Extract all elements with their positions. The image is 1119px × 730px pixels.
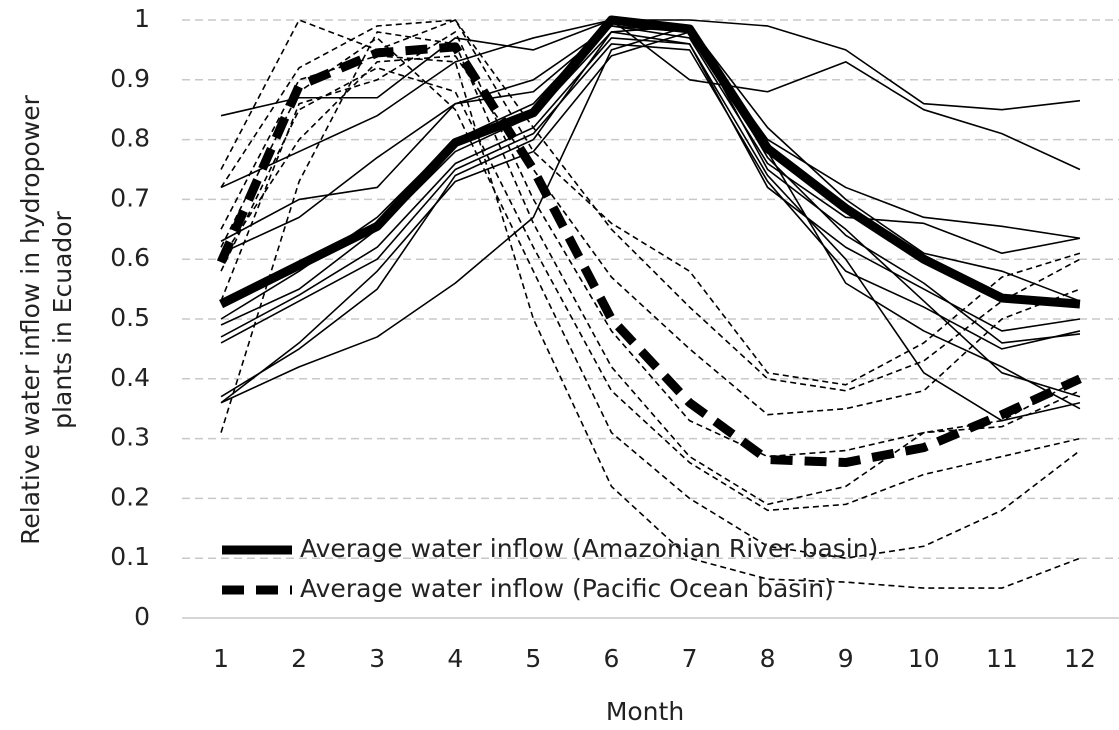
x-tick-label: 6 [604,644,620,673]
y-axis-label: Relative water inflow in hydropower [16,94,45,544]
y-tick-label: 0.1 [110,542,150,571]
x-tick-label: 1 [213,644,229,673]
x-tick-label: 9 [838,644,854,673]
average-line [216,42,1082,468]
y-tick-label: 0.2 [110,482,150,511]
x-tick-label: 4 [447,644,463,673]
plant-line [220,25,1081,404]
plant-line [220,25,1081,398]
y-tick-label: 0.5 [110,303,150,332]
y-tick-label: 0.7 [110,183,150,212]
plant-line [220,37,1081,338]
plant-line [220,37,1081,559]
x-tick-label: 7 [682,644,698,673]
y-tick-label: 0.3 [110,423,150,452]
legend-label: Average water inflow (Pacific Ocean basi… [300,574,834,603]
x-axis-label: Month [606,697,684,726]
x-tick-label: 3 [369,644,385,673]
x-tick-label: 2 [291,644,307,673]
plant-line [220,25,1081,255]
x-tick-label: 10 [908,644,940,673]
legend-label: Average water inflow (Amazonian River ba… [300,534,878,563]
plant-line [220,19,1081,392]
plant-line [220,19,1081,189]
x-tick-label: 8 [760,644,776,673]
y-tick-label: 0.9 [110,64,150,93]
average-line [219,15,1081,309]
y-tick-label: 0 [134,602,150,631]
x-tick-label: 11 [986,644,1018,673]
plant-line [220,19,1081,386]
plant-line [220,67,1081,512]
y-axis-label: plants in Ecuador [48,210,77,428]
plant-line [220,31,1081,458]
plant-line [220,55,1081,589]
plant-line [220,31,1081,506]
y-tick-label: 0.8 [110,124,150,153]
x-tick-label: 5 [525,644,541,673]
y-tick-label: 0.6 [110,243,150,272]
y-tick-label: 0.4 [110,363,150,392]
x-tick-label: 12 [1064,644,1096,673]
plant-line [220,31,1081,410]
plant-line [220,25,1081,242]
y-tick-label: 1 [134,4,150,33]
